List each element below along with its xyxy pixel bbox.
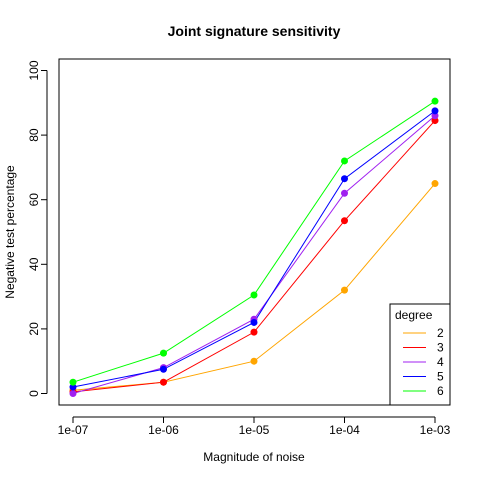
- legend-title: degree: [395, 308, 433, 322]
- x-tick-label: 1e-04: [329, 423, 360, 437]
- y-tick-label: 40: [27, 257, 41, 271]
- series-line-degree-3: [72, 120, 436, 393]
- data-point-degree-2: [431, 180, 439, 188]
- legend-label-degree-5: 5: [437, 370, 444, 384]
- y-axis-label: Negative test percentage: [3, 165, 17, 299]
- y-tick-label: 80: [27, 128, 41, 142]
- x-tick-label: 1e-03: [420, 423, 451, 437]
- legend-label-degree-3: 3: [437, 341, 444, 355]
- data-point-degree-2: [341, 286, 348, 294]
- data-point-degree-3: [250, 328, 258, 336]
- legend-label-degree-4: 4: [437, 355, 444, 369]
- legend-label-degree-2: 2: [437, 326, 444, 340]
- legend-label-degree-6: 6: [437, 384, 444, 398]
- x-tick-label: 1e-05: [239, 423, 270, 437]
- data-point-degree-6: [431, 97, 439, 105]
- data-point-degree-6: [250, 291, 258, 299]
- x-axis: 1e-07 1e-06 1e-05 1e-04 1e-03: [58, 416, 451, 437]
- legend-box: [389, 303, 451, 406]
- data-point-degree-3: [431, 117, 439, 125]
- x-tick-label: 1e-07: [58, 423, 89, 437]
- y-tick-label: 20: [27, 322, 41, 336]
- series-line-degree-4: [72, 115, 436, 394]
- x-tick-label: 1e-06: [148, 423, 179, 437]
- data-point-degree-5: [69, 383, 77, 391]
- y-tick-label: 100: [27, 60, 41, 80]
- data-point-degree-4: [69, 390, 77, 397]
- chart-title: Joint signature sensitivity: [168, 23, 341, 39]
- data-point-degree-6: [160, 349, 167, 357]
- data-point-degree-5: [431, 107, 439, 115]
- data-point-degree-5: [160, 365, 167, 373]
- x-axis-label: Magnitude of noise: [203, 450, 305, 464]
- data-point-degree-2: [250, 357, 258, 365]
- data-point-degree-6: [341, 157, 348, 165]
- y-tick-label: 60: [27, 193, 41, 207]
- data-point-degree-5: [341, 175, 348, 183]
- y-axis: 0 20 40 60 80 100: [27, 60, 48, 397]
- data-point-degree-4: [341, 189, 348, 197]
- data-point-degree-3: [341, 217, 348, 225]
- series-line-degree-6: [72, 100, 436, 383]
- series-layer: [69, 97, 439, 397]
- plot-frame: [58, 58, 451, 406]
- data-point-degree-3: [160, 378, 167, 386]
- data-point-degree-6: [69, 378, 77, 386]
- data-point-degree-4: [431, 112, 439, 120]
- series-line-degree-5: [72, 110, 436, 388]
- data-point-degree-5: [250, 318, 258, 326]
- y-tick-label: 0: [27, 390, 41, 397]
